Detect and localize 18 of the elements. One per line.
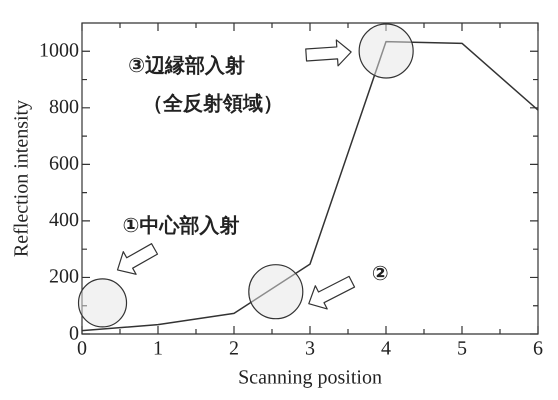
x-tick-label: 6	[533, 337, 543, 360]
annotation: ②	[372, 260, 389, 287]
y-tick-label: 600	[49, 152, 79, 175]
y-tick-label: 400	[49, 209, 79, 232]
x-axis-title: Scanning position	[238, 366, 382, 388]
annotation: ③辺縁部入射	[128, 52, 246, 79]
x-tick-label: 5	[457, 337, 467, 360]
x-tick-label: 1	[153, 337, 163, 360]
y-tick-label: 800	[49, 96, 79, 118]
y-axis-title: Reflection intensity	[10, 100, 32, 258]
y-tick-label: 200	[49, 266, 79, 288]
x-tick-label: 2	[229, 337, 239, 360]
y-tick-label: 0	[69, 322, 79, 344]
y-tick-label: 1000	[39, 40, 79, 62]
x-tick-label: 4	[381, 337, 391, 360]
annotation: （全反射領域）	[143, 90, 284, 117]
annotation: ①中心部入射	[122, 212, 240, 239]
x-tick-label: 3	[305, 337, 315, 360]
